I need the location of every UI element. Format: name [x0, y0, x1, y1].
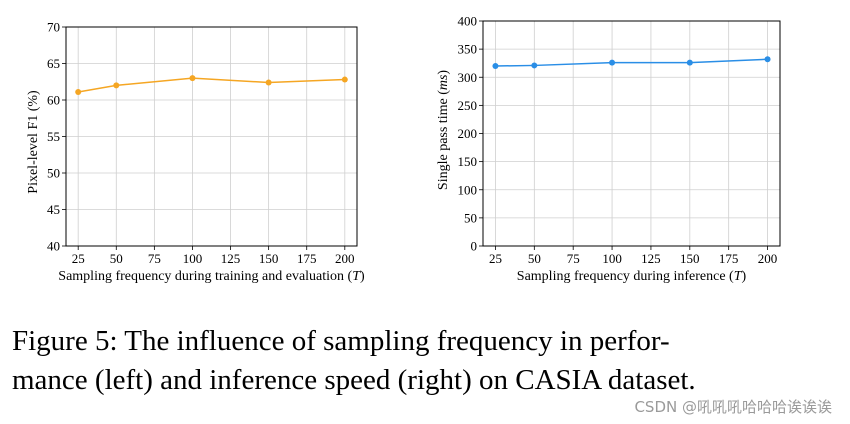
y-tick-label: 150 [458, 154, 478, 169]
x-tick-label: 75 [567, 251, 580, 266]
y-axis-label-unit: ms [436, 74, 451, 90]
x-axis-label: Sampling frequency during inference (T) [517, 269, 747, 284]
data-point [113, 82, 120, 89]
x-tick-label: 150 [680, 251, 700, 266]
x-tick-label: 25 [489, 251, 502, 266]
x-axis-label-close: ) [742, 269, 747, 284]
data-point [531, 62, 538, 69]
y-tick-label: 70 [47, 20, 60, 35]
x-tick-label: 175 [719, 251, 739, 266]
data-point [265, 79, 272, 86]
caption-line-1: Figure 5: The influence of sampling freq… [12, 325, 670, 357]
x-tick-label: 25 [72, 251, 85, 266]
x-tick-label: 150 [259, 251, 279, 266]
x-axis-label-close: ) [360, 269, 365, 284]
y-tick-label: 250 [458, 98, 478, 113]
y-tick-label: 50 [47, 166, 60, 181]
chart-left-f1: 25 50 75 100 125 150 175 200 40 45 50 55 60 65 70 Sampl… [26, 20, 365, 285]
x-axis-label: Sampling frequency during training and e… [58, 269, 365, 284]
y-tick-label: 200 [458, 126, 478, 141]
x-tick-label: 125 [641, 251, 661, 266]
data-point [189, 75, 196, 82]
y-tick-label: 40 [47, 239, 60, 254]
y-tick-label: 100 [458, 182, 478, 197]
plot-frame [65, 26, 358, 247]
y-axis-label-close: ) [436, 70, 451, 75]
y-tick-label: 45 [47, 202, 60, 217]
x-tick-label: 50 [528, 251, 541, 266]
y-tick-label: 65 [47, 56, 60, 71]
y-tick-label: 55 [47, 129, 60, 144]
x-tick-label: 200 [758, 251, 778, 266]
caption-line-2: mance (left) and inference speed (right)… [12, 364, 696, 396]
y-tick-label: 300 [458, 70, 478, 85]
data-point [764, 56, 771, 63]
x-tick-label: 125 [221, 251, 241, 266]
y-axis-label: Pixel-level F1 (%) [26, 90, 41, 194]
plot-frame [482, 20, 781, 247]
y-tick-label: 0 [471, 239, 478, 254]
y-tick-label: 400 [458, 14, 478, 29]
x-tick-label: 175 [297, 251, 317, 266]
x-tick-label: 100 [183, 251, 203, 266]
figure-caption: Figure 5: The influence of sampling freq… [12, 322, 812, 400]
x-axis-label-var: T [734, 269, 743, 284]
x-tick-label: 100 [602, 251, 622, 266]
data-point [686, 59, 693, 66]
y-tick-label: 60 [47, 93, 60, 108]
data-point [75, 88, 82, 95]
data-point [341, 76, 348, 83]
x-tick-label: 200 [335, 251, 355, 266]
x-tick-label: 75 [148, 251, 161, 266]
y-axis-label: Single pass time (ms) [436, 70, 451, 191]
x-axis-label-text: Sampling frequency during inference ( [517, 269, 734, 284]
y-tick-label: 50 [464, 210, 477, 225]
x-axis-label-text: Sampling frequency during training and e… [58, 269, 352, 284]
chart-right-pass-time: 25 50 75 100 125 150 175 200 0 50 100 150 200 250 300 3… [436, 14, 781, 284]
y-axis-label-text: Single pass time ( [436, 90, 451, 190]
x-axis-label-var: T [352, 269, 361, 284]
watermark: CSDN @吼吼吼哈哈哈诶诶诶 [634, 398, 832, 416]
data-point [609, 59, 616, 66]
x-tick-label: 50 [110, 251, 123, 266]
data-point [492, 63, 499, 69]
y-tick-label: 350 [458, 42, 478, 57]
